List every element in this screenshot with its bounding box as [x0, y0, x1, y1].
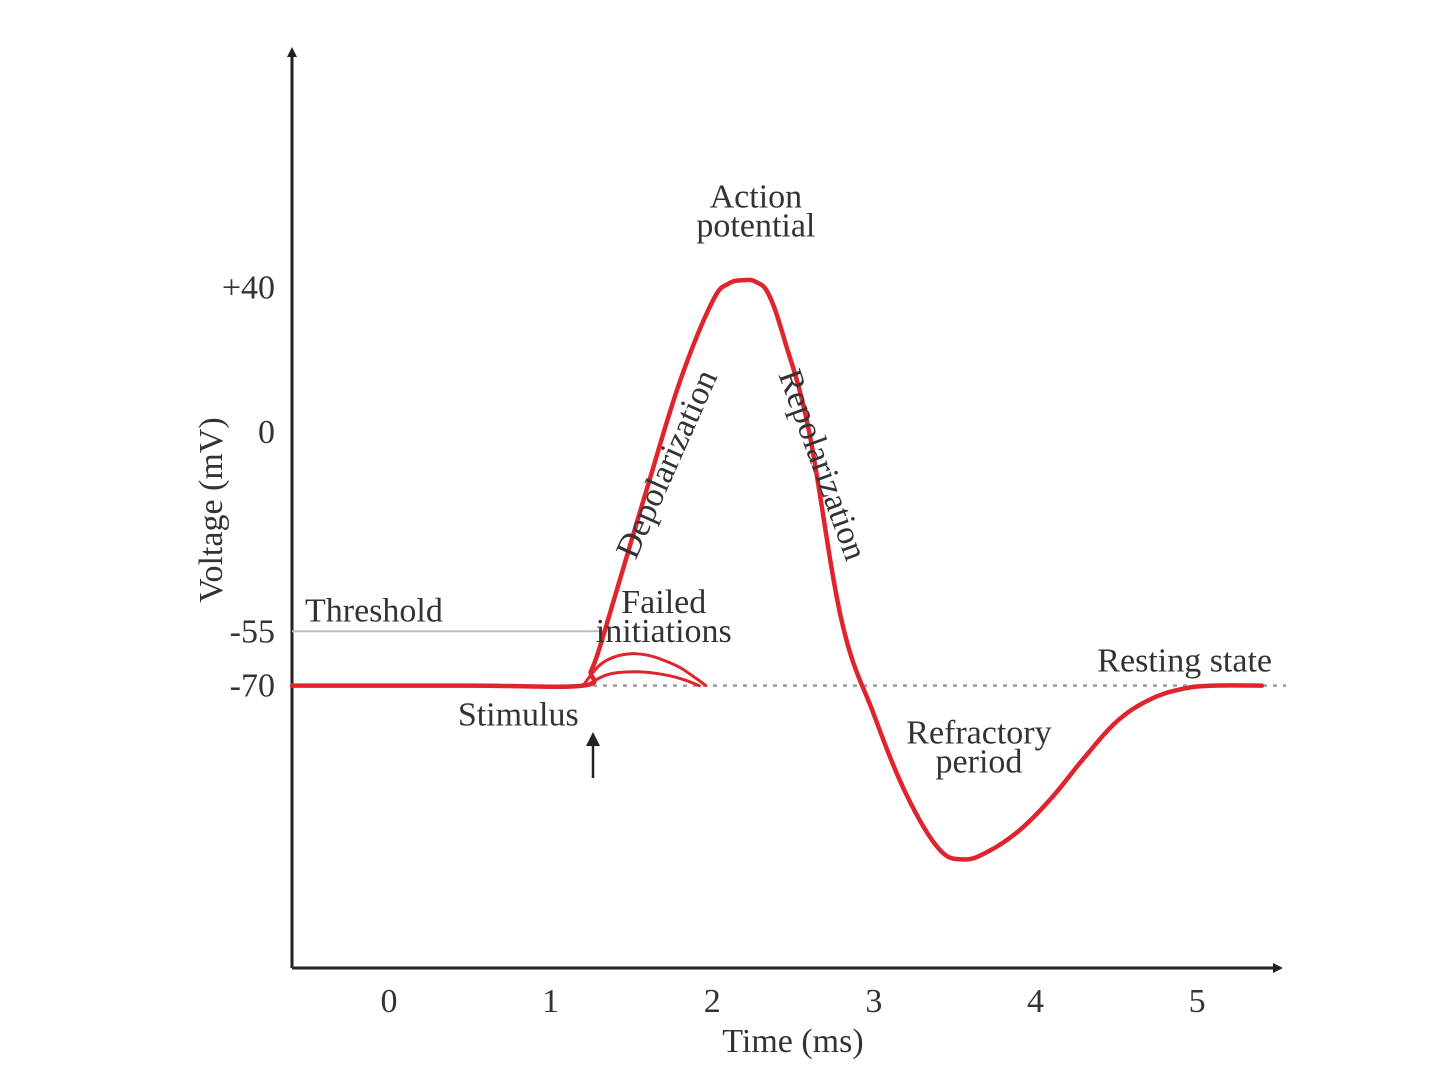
stimulus-arrow	[586, 732, 600, 778]
y-axis-title: Voltage (mV)	[193, 417, 230, 602]
y-tick-label: 0	[258, 414, 275, 451]
x-tick-labels: 0 1 2 3 4 5	[380, 983, 1205, 1020]
depolarization-label: Depolarization	[609, 364, 725, 564]
stimulus-label: Stimulus	[458, 696, 579, 733]
failed-label-line2: initiations	[596, 613, 732, 650]
action-label-line1: Action	[710, 179, 803, 216]
y-tick-label: -55	[230, 613, 275, 650]
refractory-label-line2: period	[936, 743, 1023, 780]
x-tick-label: 2	[704, 983, 721, 1020]
reference-lines: Threshold Resting state	[292, 592, 1286, 687]
refractory-label-line1: Refractory	[906, 715, 1051, 752]
series-layer	[289, 277, 1265, 862]
failed-label-line1: Failed	[621, 584, 706, 621]
x-tick-label: 4	[1027, 983, 1044, 1020]
x-tick-label: 3	[865, 983, 882, 1020]
y-tick-label: -70	[230, 668, 275, 705]
failed-initiation-curve-1	[581, 652, 708, 688]
x-tick-label: 5	[1189, 983, 1206, 1020]
y-tick-labels: +40 0 -55 -70	[222, 269, 275, 704]
x-axis-title: Time (ms)	[722, 1023, 863, 1060]
repolarization-label: Repolarization	[771, 364, 874, 565]
action-potential-curve	[289, 277, 1265, 862]
x-tick-label: 0	[380, 983, 397, 1020]
action-label-line2: potential	[696, 208, 815, 245]
threshold-label: Threshold	[305, 592, 443, 629]
failed-initiation-curve-2	[584, 670, 701, 688]
x-tick-label: 1	[542, 983, 559, 1020]
y-tick-label: +40	[222, 269, 275, 306]
resting-state-label: Resting state	[1097, 643, 1272, 680]
